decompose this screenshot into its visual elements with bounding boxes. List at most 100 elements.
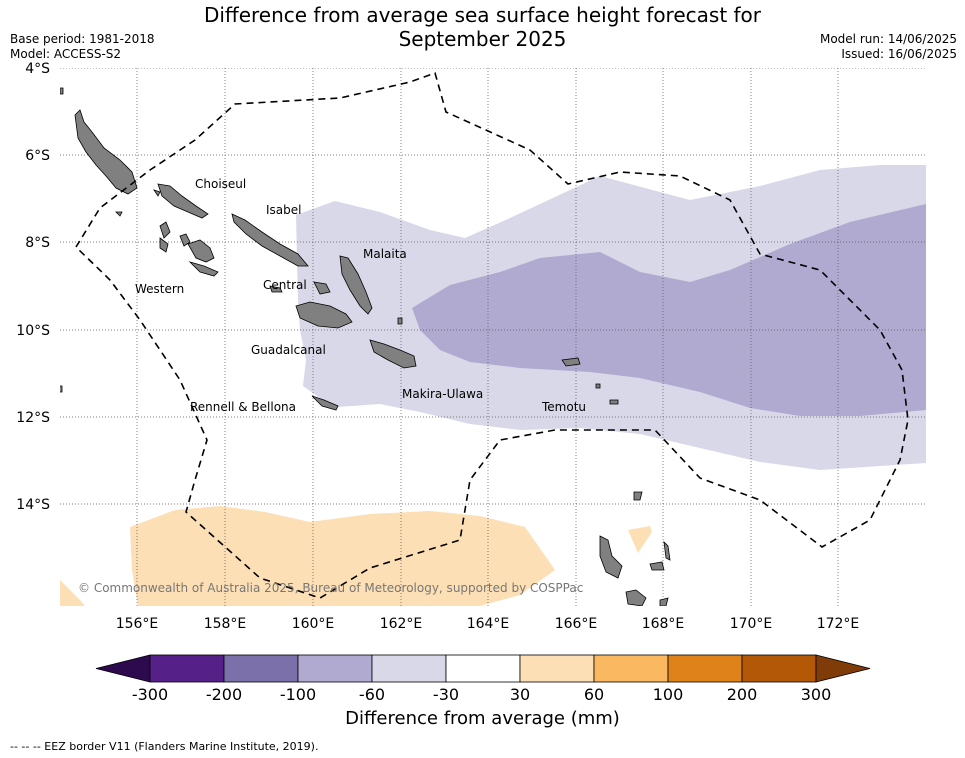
title-line-2: September 2025 (398, 27, 567, 51)
anomaly-region-pos-30-60-c (628, 526, 652, 553)
anomaly-region-neg-60-100 (412, 204, 926, 416)
island-vanuatu-pentecost (649, 561, 665, 571)
island-small-7 (659, 597, 669, 606)
colorbar-segment (667, 654, 743, 683)
colorbar-segment (371, 654, 447, 683)
lat-label: 12°S (16, 410, 50, 426)
island-small-3 (60, 385, 63, 393)
island-nggela (313, 281, 331, 295)
lon-label: 166°E (555, 616, 598, 632)
latitude-labels: 4°S 6°S 8°S 10°S 12°S 14°S (16, 61, 50, 513)
island-vanuatu-north (633, 491, 643, 501)
island-small-1 (60, 87, 64, 95)
island-small-2 (153, 189, 161, 197)
issued-text: Issued: 16/06/2025 (841, 47, 957, 61)
label-guadalcanal: Guadalcanal (251, 343, 326, 357)
lat-label: 6°S (25, 148, 50, 164)
colorbar-tick: 300 (801, 685, 832, 704)
map-layers (60, 68, 926, 606)
colorbar-segment (593, 654, 669, 683)
label-choiseul: Choiseul (195, 177, 246, 191)
eez-border (74, 71, 909, 599)
colorbar-tick: -100 (280, 685, 316, 704)
island-choiseul (157, 183, 209, 219)
island-kolombangara (179, 233, 191, 247)
lon-label: 168°E (642, 616, 685, 632)
colorbar-segments (95, 654, 871, 683)
lon-label: 162°E (380, 616, 423, 632)
colorbar-segment (519, 654, 595, 683)
island-bougainville (74, 109, 138, 195)
lon-label: 158°E (204, 616, 247, 632)
title-line-1: Difference from average sea surface heig… (203, 3, 762, 27)
colorbar: -300 -200 -100 -60 -30 30 60 100 200 300 (95, 654, 871, 704)
eez-footnote: -- -- -- EEZ border V11 (Flanders Marine… (10, 740, 319, 753)
colorbar-segment (149, 654, 225, 683)
colorbar-tick: 30 (510, 685, 530, 704)
colorbar-tick: -60 (359, 685, 385, 704)
label-rennell-bellona: Rennell & Bellona (190, 400, 296, 414)
lon-label: 160°E (292, 616, 335, 632)
anomaly-region-pos-30-60 (130, 506, 555, 606)
island-newgeorgia (187, 239, 215, 263)
lat-label: 4°S (25, 61, 50, 77)
island-malaita (339, 255, 373, 315)
island-small-4 (115, 211, 123, 217)
colorbar-tick: 200 (727, 685, 758, 704)
longitude-labels: 156°E 158°E 160°E 162°E 164°E 166°E 168°… (116, 616, 860, 632)
colorbar-extend-high (815, 654, 871, 683)
island-isabel (231, 213, 309, 267)
colorbar-segment (741, 654, 817, 683)
colorbar-segment (445, 654, 521, 683)
colorbar-segment (223, 654, 299, 683)
colorbar-tick: 100 (653, 685, 684, 704)
island-vanuatu-maewo (663, 540, 671, 561)
anomaly-region-pos-30-60-b (60, 580, 85, 606)
model-text: Model: ACCESS-S2 (10, 47, 122, 61)
colorbar-tick: 60 (584, 685, 604, 704)
label-makira-ulawa: Makira-Ulawa (402, 387, 483, 401)
colorbar-tick: -300 (132, 685, 168, 704)
island-vellalavella (159, 221, 171, 239)
label-temotu: Temotu (541, 400, 586, 414)
lat-label: 14°S (16, 497, 50, 513)
label-central: Central (263, 278, 307, 292)
label-malaita: Malaita (363, 247, 407, 261)
island-small-5 (397, 317, 403, 325)
meta-right: Model run: 14/06/2025 Issued: 16/06/2025 (820, 32, 957, 62)
lon-label: 156°E (116, 616, 159, 632)
colorbar-title: Difference from average (mm) (345, 708, 620, 729)
island-small-6 (595, 383, 601, 389)
island-santacruz (561, 357, 581, 367)
island-newgeorgia-b (188, 261, 219, 277)
lon-label: 172°E (817, 616, 860, 632)
province-labels: Choiseul Isabel Malaita Western Central … (135, 177, 586, 414)
island-vanuatu-malakula (625, 589, 647, 606)
graticule (60, 68, 926, 606)
island-russell (269, 285, 283, 293)
label-isabel: Isabel (266, 203, 301, 217)
island-rennell (311, 395, 339, 411)
meta-left: Base period: 1981-2018 Model: ACCESS-S2 (10, 32, 155, 62)
lon-label: 170°E (730, 616, 773, 632)
base-period-text: Base period: 1981-2018 (10, 32, 155, 46)
land-masses (60, 87, 671, 606)
colorbar-segment (297, 654, 373, 683)
chart-title: Difference from average sea surface heig… (0, 3, 965, 51)
model-run-text: Model run: 14/06/2025 (819, 32, 957, 46)
lon-label: 164°E (467, 616, 510, 632)
colorbar-ticks: -300 -200 -100 -60 -30 30 60 100 200 300 (132, 685, 831, 704)
copyright-text: © Commonwealth of Australia 2025, Bureau… (78, 581, 583, 595)
island-vanikoro (609, 399, 619, 405)
colorbar-tick: -200 (206, 685, 242, 704)
island-guadalcanal (295, 301, 353, 329)
label-western: Western (135, 282, 184, 296)
lat-label: 10°S (16, 323, 50, 339)
colorbar-tick: -30 (433, 685, 459, 704)
island-makira (369, 339, 417, 369)
island-vanuatu-espiritu (599, 535, 623, 579)
island-rendova (159, 237, 169, 253)
colorbar-extend-low (95, 654, 151, 683)
forecast-map: Choiseul Isabel Malaita Western Central … (16, 61, 926, 632)
lat-label: 8°S (25, 235, 50, 251)
